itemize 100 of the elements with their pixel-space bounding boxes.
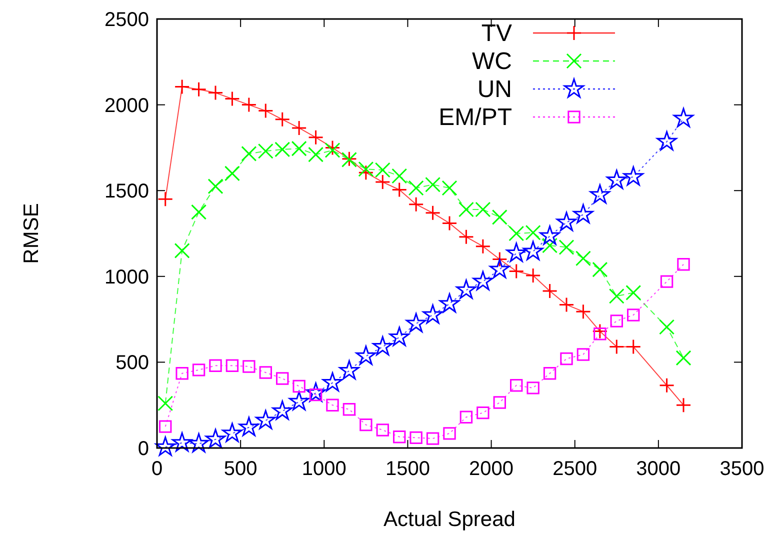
point xyxy=(356,346,376,365)
point xyxy=(575,250,591,266)
point xyxy=(677,258,690,271)
point xyxy=(174,79,190,95)
point xyxy=(306,382,326,402)
point xyxy=(443,427,456,440)
point xyxy=(460,410,473,424)
legend-label: WC xyxy=(472,48,512,75)
point xyxy=(226,359,239,372)
point xyxy=(542,283,558,299)
point xyxy=(472,271,493,290)
point xyxy=(208,178,224,194)
point xyxy=(540,226,560,245)
point xyxy=(525,268,541,284)
x-axis-title: Actual Spread xyxy=(384,508,516,531)
point xyxy=(372,336,393,356)
point xyxy=(659,378,675,394)
point xyxy=(205,428,226,448)
point xyxy=(608,288,624,304)
point xyxy=(242,360,256,373)
point xyxy=(241,146,257,162)
point xyxy=(626,284,642,300)
x-tick-label: 1500 xyxy=(385,458,430,480)
point xyxy=(374,174,390,190)
point xyxy=(238,416,259,436)
point xyxy=(339,360,360,380)
point xyxy=(393,430,406,444)
x-tick-label: 2500 xyxy=(552,458,598,480)
point xyxy=(626,339,642,355)
point xyxy=(422,304,443,324)
point xyxy=(606,170,627,189)
x-tick-label: 3000 xyxy=(636,458,681,480)
point xyxy=(358,164,374,180)
point xyxy=(623,166,644,186)
point xyxy=(158,191,174,207)
point xyxy=(425,205,441,221)
point xyxy=(456,280,476,299)
point xyxy=(558,296,574,312)
point xyxy=(426,432,440,445)
point xyxy=(439,293,460,313)
y-tick-label: 0 xyxy=(138,438,149,460)
point xyxy=(376,424,389,436)
point xyxy=(410,431,422,444)
point xyxy=(406,313,426,332)
point xyxy=(556,212,577,232)
point xyxy=(660,275,674,288)
point xyxy=(510,379,523,392)
y-tick-label: 1000 xyxy=(104,266,149,288)
point xyxy=(608,339,624,355)
point xyxy=(222,422,242,442)
point xyxy=(326,398,339,412)
point xyxy=(342,403,356,416)
point xyxy=(476,406,490,420)
y-tick-label: 500 xyxy=(116,352,149,374)
point xyxy=(274,112,290,128)
point xyxy=(289,391,310,410)
point xyxy=(392,168,408,184)
x-tick-label: 2000 xyxy=(469,458,514,480)
y-tick-label: 1500 xyxy=(104,180,149,203)
point xyxy=(155,436,176,456)
point xyxy=(442,215,458,231)
legend-label: TV xyxy=(481,20,512,47)
y-axis-title: RMSE xyxy=(20,203,43,264)
point xyxy=(592,324,608,340)
point xyxy=(259,366,272,379)
point xyxy=(575,304,591,320)
x-tick-label: 0 xyxy=(151,458,163,480)
point xyxy=(543,367,556,380)
point xyxy=(676,397,692,413)
point xyxy=(174,242,190,258)
point xyxy=(258,103,274,119)
x-tick-label: 500 xyxy=(224,458,258,480)
point xyxy=(573,204,594,224)
point xyxy=(172,432,192,452)
point xyxy=(656,131,677,150)
point xyxy=(224,91,240,107)
point xyxy=(392,182,408,198)
point xyxy=(272,400,292,420)
point xyxy=(673,108,694,128)
point xyxy=(208,85,224,101)
point xyxy=(475,238,491,254)
point xyxy=(276,372,289,385)
point xyxy=(523,240,544,260)
y-tick-label: 2500 xyxy=(104,9,149,31)
point xyxy=(324,140,340,156)
point xyxy=(308,146,324,162)
point xyxy=(659,319,675,335)
legend-label: EM/PT xyxy=(438,104,512,131)
point xyxy=(592,262,608,278)
point xyxy=(492,251,508,267)
point xyxy=(176,367,188,380)
point xyxy=(389,326,410,346)
point xyxy=(627,308,640,322)
point xyxy=(408,180,424,196)
point xyxy=(324,142,340,158)
y-tick-label: 2000 xyxy=(104,94,149,117)
point xyxy=(192,364,206,376)
point xyxy=(241,97,257,113)
point xyxy=(159,420,172,433)
point xyxy=(490,258,510,278)
